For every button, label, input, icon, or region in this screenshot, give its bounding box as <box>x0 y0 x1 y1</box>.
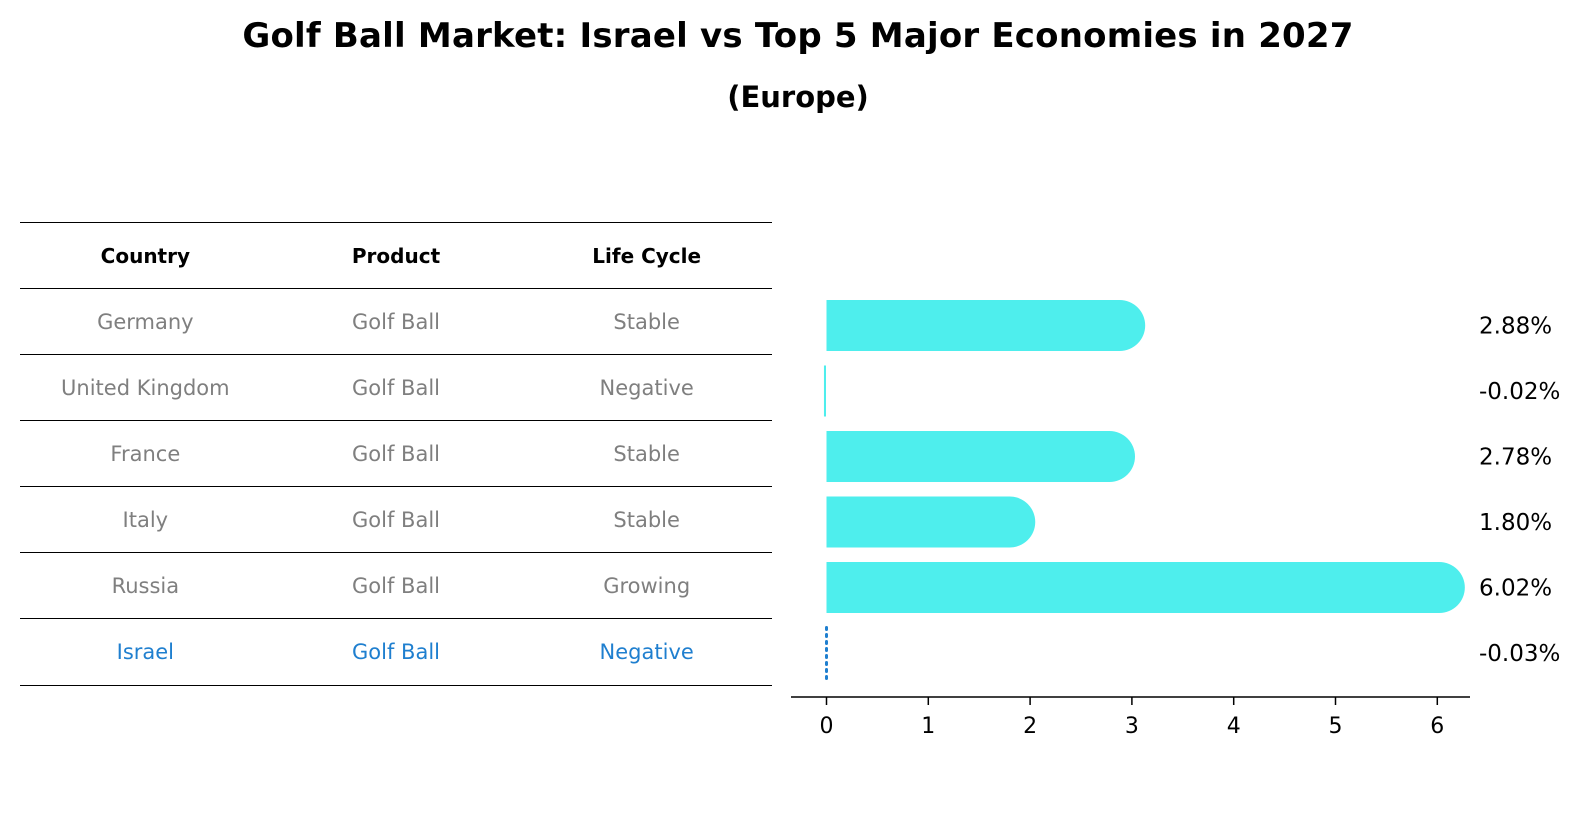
cell-country: Israel <box>116 639 175 664</box>
bar-united-kingdom <box>823 365 826 417</box>
x-tick-label: 5 <box>1329 714 1343 739</box>
x-tick-label: 3 <box>1125 714 1139 739</box>
value-label: 2.88% <box>1479 314 1552 340</box>
cell-country: United Kingdom <box>61 375 230 400</box>
table-row: United Kingdom Golf Ball Negative <box>20 354 772 420</box>
header-country: Country <box>100 243 191 268</box>
x-tick-label: 6 <box>1430 714 1444 739</box>
cell-product: Golf Ball <box>352 375 440 400</box>
bar-russia <box>826 562 1465 613</box>
cell-product: Golf Ball <box>352 639 440 664</box>
bar-germany <box>826 300 1146 351</box>
table-row: Italy Golf Ball Stable <box>20 486 772 552</box>
cell-country: France <box>110 441 181 466</box>
table-row: Germany Golf Ball Stable <box>20 288 772 354</box>
table-row-highlighted: Israel Golf Ball Negative <box>20 618 772 686</box>
chart-title: Golf Ball Market: Israel vs Top 5 Major … <box>242 16 1354 56</box>
cell-life-cycle: Negative <box>599 375 694 400</box>
table-header-row: Country Product Life Cycle <box>20 222 772 288</box>
header-product: Product <box>351 243 441 268</box>
value-label: 1.80% <box>1479 510 1552 536</box>
cell-life-cycle: Growing <box>603 573 691 598</box>
cell-life-cycle: Negative <box>599 639 694 664</box>
chart-subtitle: (Europe) <box>727 80 869 114</box>
data-table: Country Product Life Cycle Germany Golf … <box>20 222 772 686</box>
bar-france <box>826 431 1136 482</box>
x-tick-label: 0 <box>820 714 834 739</box>
header-life-cycle: Life Cycle <box>592 243 702 268</box>
cell-product: Golf Ball <box>352 573 440 598</box>
x-tick-label: 1 <box>921 714 935 739</box>
cell-country: Italy <box>122 507 169 532</box>
table-row: France Golf Ball Stable <box>20 420 772 486</box>
cell-life-cycle: Stable <box>613 441 680 466</box>
value-label: -0.03% <box>1479 641 1560 667</box>
x-tick-label: 2 <box>1023 714 1037 739</box>
cell-product: Golf Ball <box>352 441 440 466</box>
cell-life-cycle: Stable <box>613 309 680 334</box>
value-label: 6.02% <box>1479 576 1552 602</box>
cell-country: Russia <box>111 573 180 598</box>
cell-product: Golf Ball <box>352 309 440 334</box>
cell-country: Germany <box>97 309 194 334</box>
value-label: 2.78% <box>1479 445 1552 471</box>
table-row: Russia Golf Ball Growing <box>20 552 772 618</box>
value-label: -0.02% <box>1479 379 1560 405</box>
bar-italy <box>826 496 1036 548</box>
cell-product: Golf Ball <box>352 507 440 532</box>
x-tick-label: 4 <box>1227 714 1241 739</box>
cell-life-cycle: Stable <box>613 507 680 532</box>
